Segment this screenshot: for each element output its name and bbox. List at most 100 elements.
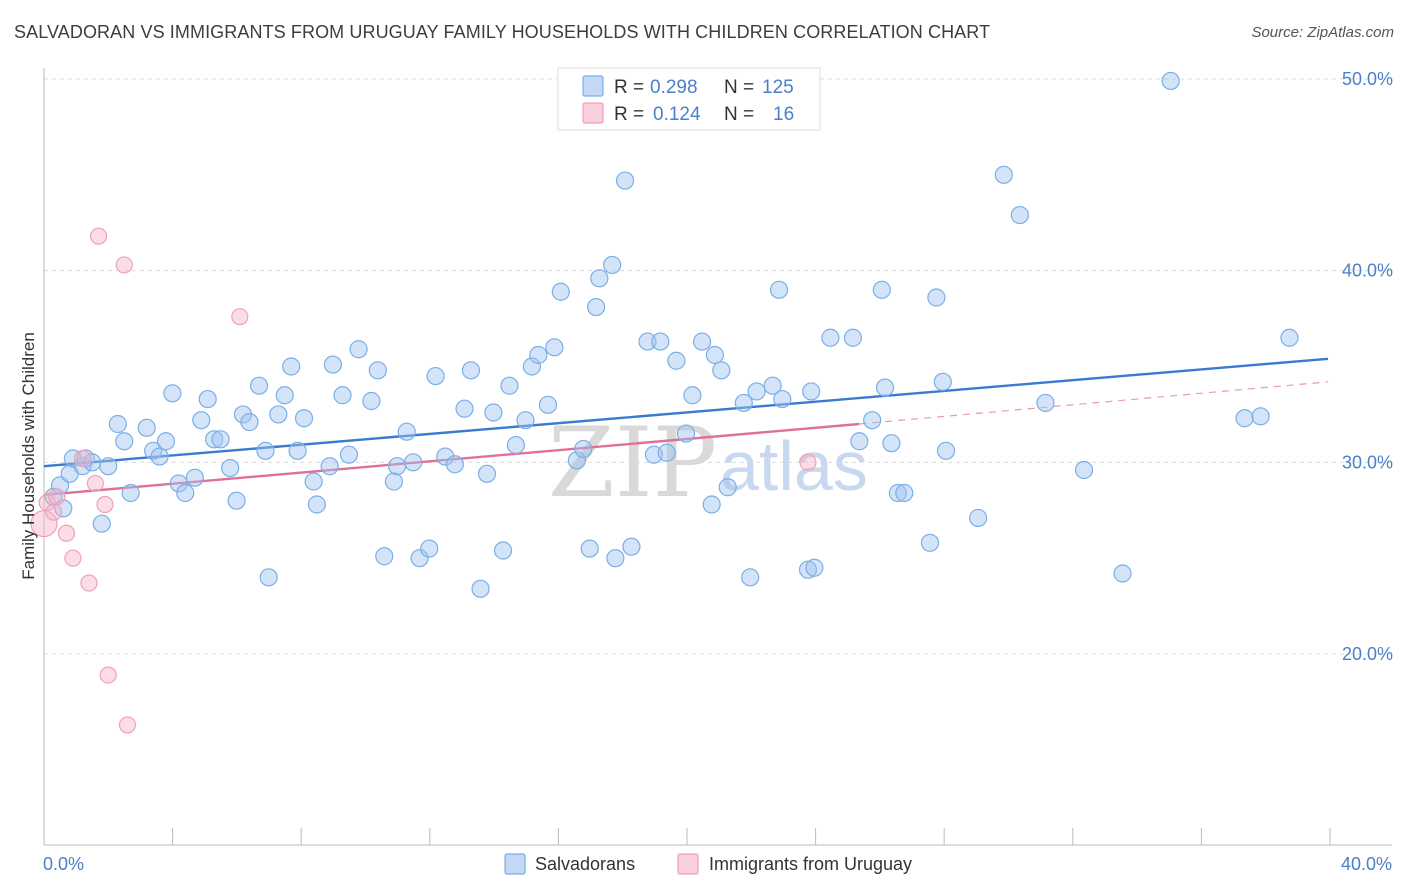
point-salvadorans: [121, 483, 140, 503]
point-salvadorans: [282, 357, 301, 376]
point-salvadorans: [221, 458, 240, 478]
point-salvadorans: [388, 457, 407, 476]
point-uruguay: [99, 666, 117, 684]
point-salvadorans: [1161, 71, 1180, 91]
point-uruguay: [799, 453, 817, 471]
bottom-legend-swatch-uruguay: [677, 853, 699, 875]
point-salvadorans: [426, 366, 445, 386]
point-salvadorans: [63, 449, 82, 468]
point-salvadorans: [92, 514, 111, 533]
point-salvadorans: [227, 491, 246, 510]
point-salvadorans: [676, 424, 696, 443]
point-salvadorans: [500, 376, 519, 395]
point-salvadorans: [821, 328, 840, 347]
point-salvadorans: [683, 386, 702, 405]
point-salvadorans: [994, 165, 1013, 184]
point-salvadorans: [249, 376, 269, 395]
point-salvadorans: [522, 357, 542, 376]
point-salvadorans: [734, 393, 753, 413]
trend-lines: [43, 357, 1329, 497]
point-salvadorans: [484, 403, 503, 422]
point-salvadorans: [150, 447, 169, 466]
y-axis-label: Family Households with Children: [19, 332, 38, 580]
point-salvadorans: [108, 414, 127, 434]
y-tick-label: 20.0%: [1342, 644, 1393, 664]
legend-swatch-uruguay: [582, 102, 604, 124]
point-salvadorans: [872, 280, 891, 299]
point-salvadorans: [574, 439, 593, 459]
point-salvadorans: [1251, 407, 1270, 426]
point-salvadorans: [185, 468, 204, 487]
point-salvadorans: [256, 441, 275, 460]
point-salvadorans: [936, 441, 956, 460]
point-salvadorans: [1010, 205, 1029, 225]
point-salvadorans: [863, 411, 882, 430]
point-uruguay: [73, 449, 92, 468]
point-salvadorans: [718, 478, 737, 497]
point-uruguay: [86, 474, 104, 493]
bottom-legend: Salvadorans Immigrants from Uruguay: [504, 853, 912, 875]
point-salvadorans: [163, 384, 182, 403]
point-salvadorans: [156, 432, 176, 451]
point-salvadorans: [384, 472, 403, 491]
legend-n-value-2: 16: [773, 104, 794, 125]
point-salvadorans: [240, 412, 259, 432]
bottom-legend-swatch-salvadorans: [504, 853, 526, 875]
x-axis-ticks: [43, 828, 1331, 845]
point-salvadorans: [692, 332, 712, 351]
point-salvadorans: [205, 430, 224, 449]
point-salvadorans: [137, 418, 156, 437]
point-salvadorans: [436, 447, 455, 466]
point-salvadorans: [198, 389, 217, 409]
point-salvadorans: [843, 328, 863, 347]
point-salvadorans: [712, 361, 731, 380]
point-salvadorans: [802, 382, 821, 401]
y-tick-label: 40.0%: [1342, 261, 1393, 281]
point-salvadorans: [1113, 564, 1132, 583]
point-salvadorans: [99, 457, 118, 476]
legend-n-label-1: N =: [724, 77, 754, 98]
point-salvadorans: [657, 443, 676, 462]
point-salvadorans: [455, 399, 474, 418]
legend-n-value-1: 125: [762, 77, 794, 98]
legend-swatch-salvadorans: [582, 75, 604, 97]
trend-line-salvadorans: [43, 357, 1329, 468]
point-salvadorans: [294, 409, 314, 428]
point-salvadorans: [1036, 393, 1055, 413]
legend-n-label-2: N =: [724, 104, 754, 125]
point-salvadorans: [606, 549, 625, 568]
point-salvadorans: [259, 568, 278, 587]
point-salvadorans: [445, 455, 464, 474]
point-salvadorans: [493, 541, 513, 560]
point-salvadorans: [1280, 328, 1299, 347]
point-salvadorans: [275, 386, 294, 405]
point-salvadorans: [169, 474, 188, 493]
point-salvadorans: [580, 539, 599, 558]
point-salvadorans: [969, 508, 988, 528]
point-salvadorans: [1074, 460, 1094, 480]
point-salvadorans: [798, 560, 818, 579]
point-uruguay: [57, 524, 76, 542]
point-uruguay: [30, 510, 58, 538]
point-salvadorans: [410, 549, 429, 568]
point-salvadorans: [529, 345, 548, 365]
point-salvadorans: [538, 395, 558, 414]
point-salvadorans: [567, 451, 586, 470]
point-salvadorans: [211, 430, 230, 449]
point-uruguay: [38, 493, 56, 512]
bottom-legend-label-uruguay: Immigrants from Uruguay: [709, 854, 912, 874]
point-salvadorans: [747, 382, 766, 401]
point-salvadorans: [176, 483, 195, 503]
point-salvadorans: [741, 568, 760, 587]
point-salvadorans: [477, 464, 497, 483]
point-salvadorans: [551, 282, 570, 301]
point-salvadorans: [269, 405, 288, 424]
point-uruguay: [48, 488, 66, 506]
point-salvadorans: [773, 389, 792, 409]
point-salvadorans: [307, 495, 326, 514]
point-uruguay: [45, 503, 63, 521]
bottom-legend-label-salvadorans: Salvadorans: [535, 854, 635, 874]
point-salvadorans: [667, 351, 686, 370]
point-salvadorans: [320, 457, 339, 476]
point-salvadorans: [304, 472, 323, 491]
